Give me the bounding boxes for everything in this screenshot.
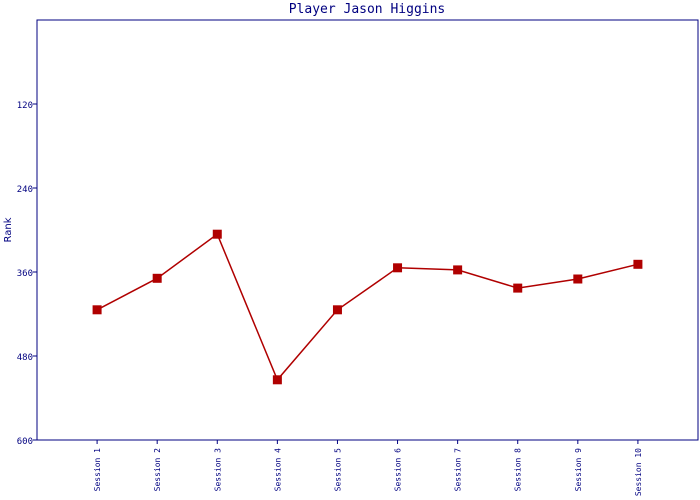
y-tick-label: 240 (17, 185, 33, 195)
point-marker (513, 283, 523, 293)
point-marker (212, 229, 222, 239)
point-marker (332, 305, 342, 315)
x-tick-label: Session 6 (394, 448, 403, 492)
y-tick-label: 600 (17, 437, 33, 447)
x-tick-label: Session 1 (93, 448, 102, 492)
y-tick-label: 360 (17, 269, 33, 279)
y-tick-label: 480 (17, 353, 33, 363)
point-marker (92, 305, 102, 315)
point-marker (272, 375, 282, 385)
point-marker (633, 259, 643, 269)
x-tick-label: Session 5 (333, 448, 342, 492)
series-line (96, 233, 639, 382)
x-tick-label: Session 3 (213, 448, 222, 492)
x-tick-label: Session 9 (574, 448, 583, 492)
plot-frame (36, 19, 699, 441)
chart-title: Player Jason Higgins (289, 2, 446, 17)
x-tick-label: Session 4 (273, 448, 282, 492)
x-tick-label: Session 10 (634, 448, 643, 496)
point-marker (573, 274, 583, 284)
y-tick-label: 120 (17, 101, 33, 111)
y-axis-label: Rank (3, 217, 14, 242)
point-marker (152, 273, 162, 283)
x-tick-label: Session 8 (514, 448, 523, 492)
point-marker (453, 265, 463, 275)
x-tick-label: Session 2 (153, 448, 162, 492)
x-tick-label: Session 7 (454, 448, 463, 492)
point-marker (393, 263, 403, 273)
